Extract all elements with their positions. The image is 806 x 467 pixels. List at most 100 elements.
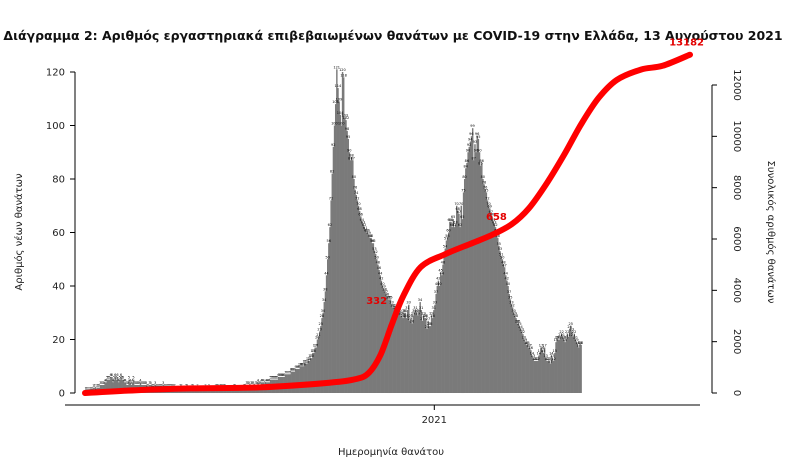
bar-value-label: 5 bbox=[128, 376, 130, 380]
bar-value-label: 23 bbox=[317, 327, 321, 331]
bar bbox=[182, 390, 184, 393]
bar bbox=[417, 315, 419, 393]
bar-value-label: 4 bbox=[265, 378, 268, 382]
y-tick-label: 0 bbox=[59, 389, 65, 400]
bar-value-label: 104 bbox=[337, 111, 344, 115]
bar-value-label: 25 bbox=[427, 322, 431, 326]
bar-value-label: 6 bbox=[279, 373, 281, 377]
bar bbox=[349, 160, 352, 393]
bar-value-label: 44 bbox=[324, 271, 329, 275]
bar-value-label: 37 bbox=[384, 290, 388, 294]
bar-value-label: 72 bbox=[355, 196, 359, 200]
bar-value-label: 70 bbox=[356, 202, 360, 206]
bar-value-label: 10 bbox=[300, 362, 304, 366]
bar-value-label: 15 bbox=[552, 349, 556, 353]
bar bbox=[524, 342, 526, 393]
bar bbox=[492, 221, 494, 393]
bar bbox=[296, 368, 298, 393]
bar bbox=[340, 125, 343, 393]
bar bbox=[556, 339, 558, 393]
bar-value-label: 7 bbox=[287, 370, 289, 374]
bar bbox=[297, 368, 299, 393]
bar-value-label: 2 bbox=[170, 384, 172, 388]
bar bbox=[570, 326, 572, 394]
bar bbox=[434, 304, 436, 393]
bar-series-daily-deaths bbox=[85, 69, 582, 394]
bar-value-label: 18 bbox=[524, 341, 528, 345]
bar bbox=[535, 360, 538, 393]
bar-value-label: 39 bbox=[381, 285, 385, 289]
bar bbox=[387, 299, 389, 394]
bar-value-label: 4 bbox=[267, 378, 270, 382]
bar-value-label: 18 bbox=[579, 341, 583, 345]
bar bbox=[564, 342, 566, 393]
bar bbox=[293, 371, 296, 393]
bar bbox=[479, 165, 482, 394]
bar bbox=[471, 128, 474, 393]
bar-value-label: 51 bbox=[499, 253, 503, 257]
bar-value-label: 67 bbox=[489, 210, 493, 214]
bar bbox=[327, 259, 329, 393]
bar-value-label: 62 bbox=[450, 223, 454, 227]
bar-value-label: 1 bbox=[89, 386, 91, 390]
bar bbox=[450, 221, 452, 393]
bar-value-label: 25 bbox=[318, 322, 322, 326]
bar bbox=[362, 224, 364, 393]
bar-value-label: 53 bbox=[498, 247, 502, 251]
y-axis-label: Αριθμός νέων θανάτων bbox=[13, 173, 25, 291]
y-tick-label: 120 bbox=[46, 68, 65, 79]
bar bbox=[465, 168, 467, 393]
bar bbox=[539, 352, 541, 394]
bar bbox=[228, 390, 231, 393]
bar-value-label: 31 bbox=[419, 306, 423, 310]
bar-value-label: 1 bbox=[86, 386, 88, 390]
bar-value-label: 40 bbox=[437, 282, 441, 286]
bar-value-label: 3 bbox=[256, 381, 258, 385]
bar-value-label: 35 bbox=[386, 295, 390, 299]
bar bbox=[551, 358, 554, 393]
bar bbox=[529, 347, 531, 393]
bar-value-label: 4 bbox=[131, 378, 134, 382]
bar-value-label: 44 bbox=[503, 271, 508, 275]
bar-value-label: 114 bbox=[334, 84, 341, 88]
bar-value-label: 1 bbox=[84, 386, 86, 390]
bar bbox=[361, 221, 363, 393]
bar bbox=[448, 232, 450, 393]
bar-value-label: 5 bbox=[121, 376, 123, 380]
y-tick-label: 20 bbox=[52, 335, 65, 346]
bar bbox=[457, 211, 459, 393]
bar bbox=[530, 350, 532, 393]
bar-value-label: 95 bbox=[346, 135, 350, 139]
bar bbox=[419, 302, 421, 393]
bar bbox=[355, 195, 357, 393]
bar-value-label: 38 bbox=[382, 287, 386, 291]
bar bbox=[554, 352, 556, 394]
bar-value-label: 93 bbox=[473, 140, 477, 144]
bar bbox=[459, 227, 461, 393]
bar-value-label: 2 bbox=[96, 384, 98, 388]
bar bbox=[489, 208, 491, 393]
bar-value-label: 5 bbox=[119, 376, 121, 380]
bar-value-label: 14 bbox=[530, 352, 535, 356]
bar-value-label: 12 bbox=[307, 357, 311, 361]
bar bbox=[396, 312, 399, 393]
bar bbox=[454, 224, 457, 393]
bar-value-label: 26 bbox=[516, 319, 520, 323]
bar-value-label: 6 bbox=[283, 373, 285, 377]
bar-value-label: 87 bbox=[350, 156, 354, 160]
bar-value-label: 24 bbox=[518, 325, 523, 329]
bar bbox=[523, 339, 525, 393]
bar bbox=[477, 138, 480, 394]
bar-value-label: 90 bbox=[347, 148, 351, 152]
bar-value-label: 78 bbox=[482, 180, 486, 184]
bar bbox=[482, 179, 484, 393]
bar-value-label: 23 bbox=[570, 327, 574, 331]
bar-value-label: 3 bbox=[154, 381, 156, 385]
bar-value-label: 96 bbox=[475, 132, 479, 136]
bar bbox=[443, 256, 445, 393]
bar-value-label: 15 bbox=[538, 349, 542, 353]
bar-value-label: 58 bbox=[369, 234, 373, 238]
bar-value-label: 3 bbox=[143, 381, 145, 385]
bar-value-label: 44 bbox=[439, 271, 444, 275]
bar-value-label: 50 bbox=[325, 255, 329, 259]
